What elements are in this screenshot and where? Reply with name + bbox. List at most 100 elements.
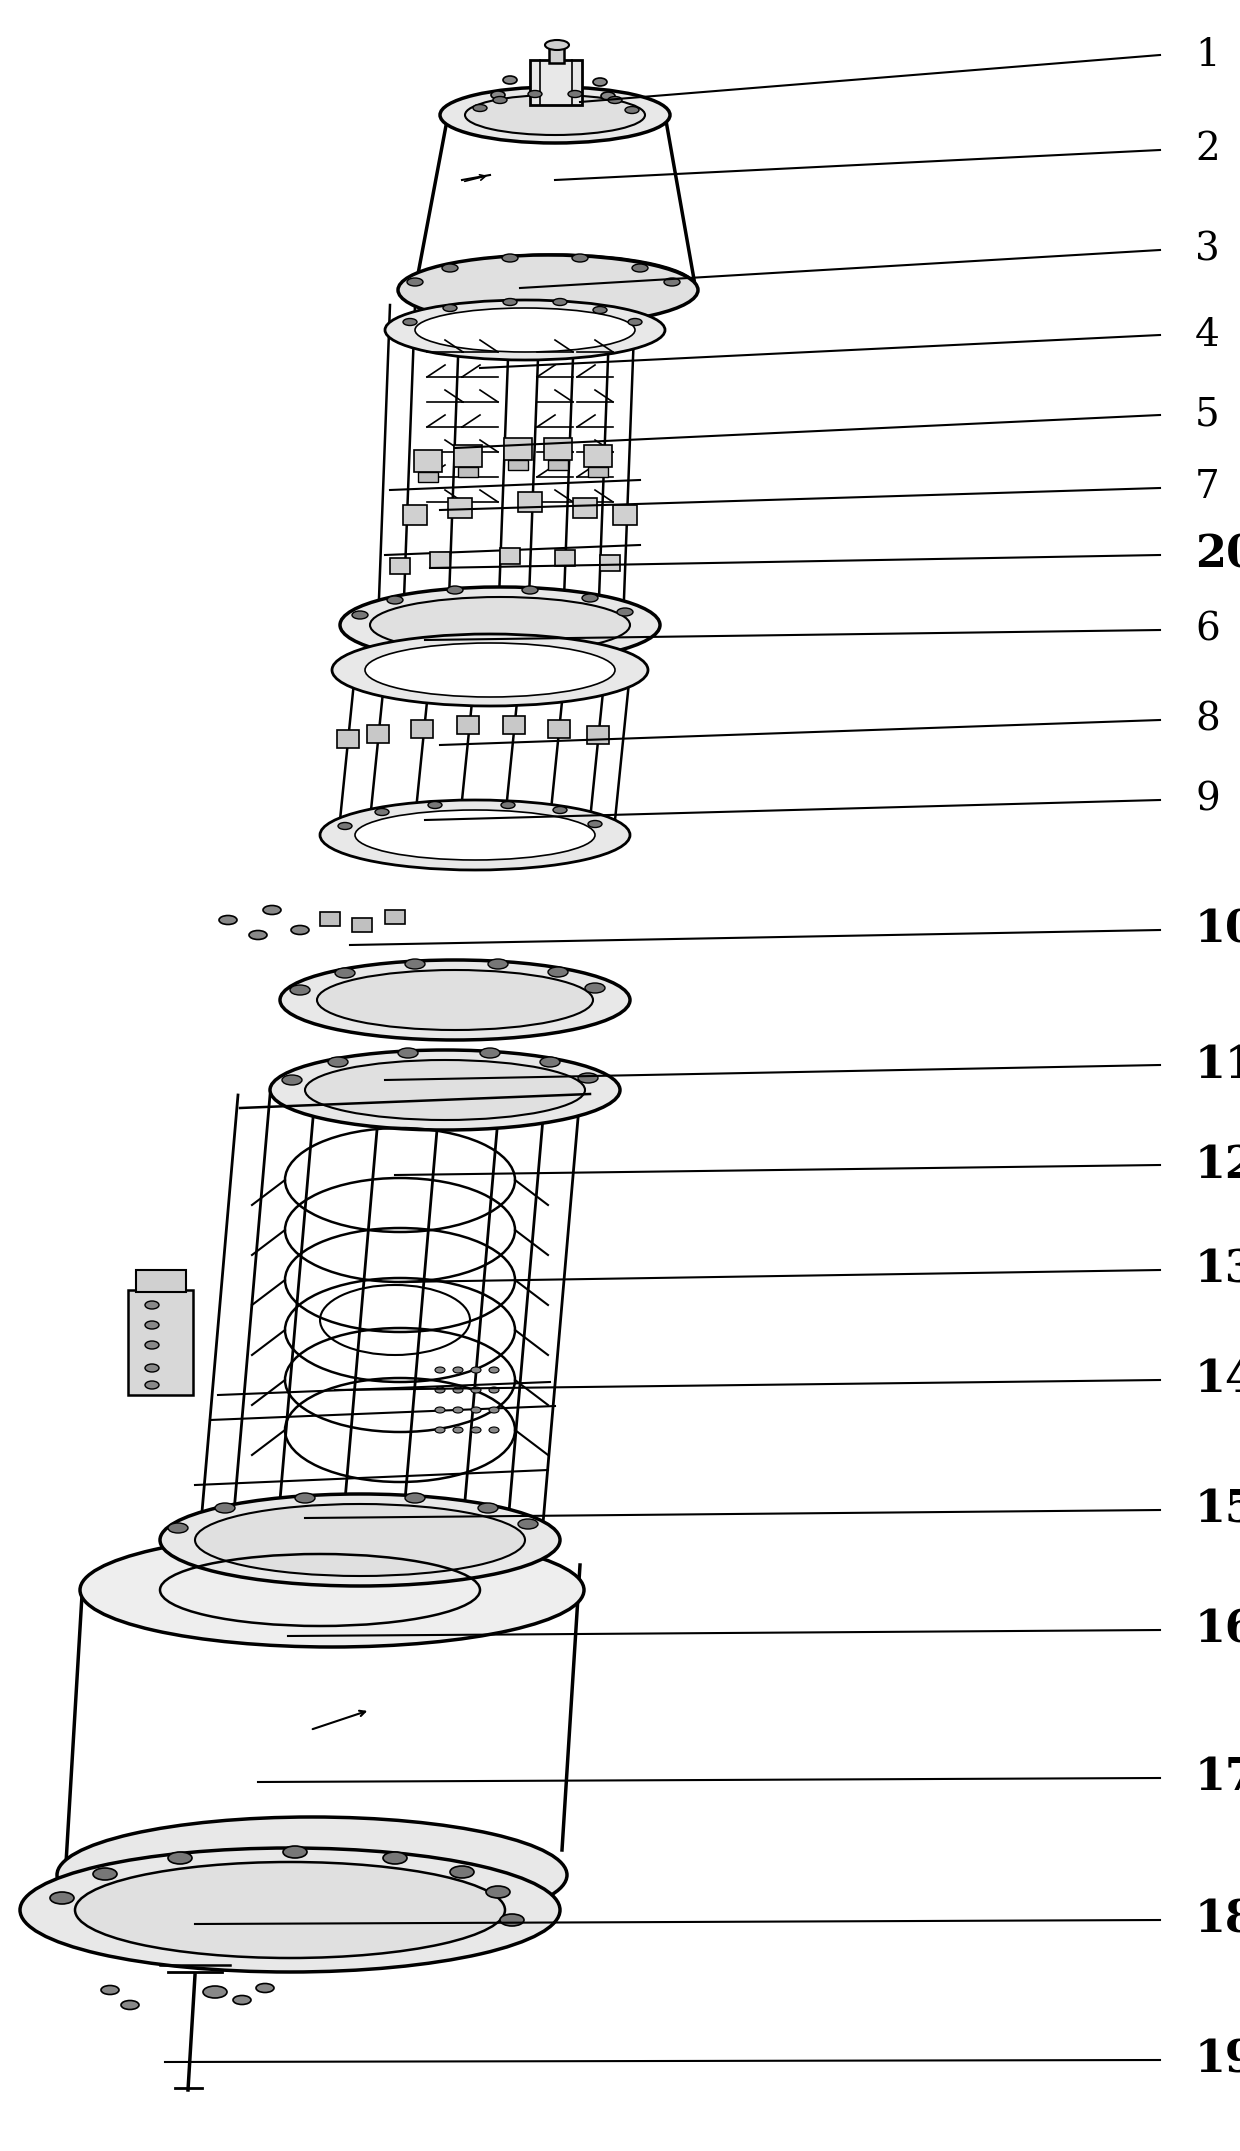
Ellipse shape bbox=[453, 1387, 463, 1394]
Ellipse shape bbox=[608, 97, 622, 103]
Bar bbox=[414, 450, 441, 471]
Ellipse shape bbox=[489, 1426, 498, 1433]
Ellipse shape bbox=[471, 1387, 481, 1394]
Bar bbox=[503, 716, 525, 733]
Ellipse shape bbox=[489, 1387, 498, 1394]
Ellipse shape bbox=[489, 959, 508, 968]
Ellipse shape bbox=[593, 77, 608, 86]
Text: 10: 10 bbox=[1195, 908, 1240, 951]
Ellipse shape bbox=[370, 598, 630, 654]
Ellipse shape bbox=[494, 97, 507, 103]
Ellipse shape bbox=[548, 968, 568, 977]
Ellipse shape bbox=[471, 1407, 481, 1413]
Ellipse shape bbox=[145, 1340, 159, 1349]
Ellipse shape bbox=[428, 802, 441, 809]
Ellipse shape bbox=[339, 822, 352, 830]
Ellipse shape bbox=[453, 1426, 463, 1433]
Ellipse shape bbox=[572, 254, 588, 262]
Ellipse shape bbox=[374, 809, 389, 815]
Ellipse shape bbox=[145, 1364, 159, 1372]
Bar bbox=[430, 553, 450, 568]
Ellipse shape bbox=[365, 643, 615, 697]
Ellipse shape bbox=[405, 1493, 425, 1504]
Text: 5: 5 bbox=[1195, 396, 1220, 435]
Bar bbox=[454, 445, 482, 467]
Text: 14: 14 bbox=[1195, 1359, 1240, 1402]
Ellipse shape bbox=[472, 105, 487, 112]
Ellipse shape bbox=[593, 305, 608, 314]
Ellipse shape bbox=[122, 2000, 139, 2009]
Ellipse shape bbox=[585, 983, 605, 994]
Ellipse shape bbox=[398, 1048, 418, 1058]
Ellipse shape bbox=[477, 1504, 498, 1512]
Ellipse shape bbox=[50, 1893, 74, 1904]
Ellipse shape bbox=[415, 308, 635, 353]
Ellipse shape bbox=[663, 277, 680, 286]
Ellipse shape bbox=[160, 1495, 560, 1585]
Ellipse shape bbox=[270, 1050, 620, 1129]
Ellipse shape bbox=[582, 594, 598, 602]
Text: 6: 6 bbox=[1195, 611, 1220, 647]
Text: 3: 3 bbox=[1195, 232, 1220, 269]
Text: 16: 16 bbox=[1195, 1609, 1240, 1652]
Text: 18: 18 bbox=[1195, 1899, 1240, 1942]
Ellipse shape bbox=[480, 1048, 500, 1058]
Ellipse shape bbox=[453, 1407, 463, 1413]
Ellipse shape bbox=[280, 959, 630, 1039]
Ellipse shape bbox=[317, 970, 593, 1030]
Ellipse shape bbox=[398, 256, 698, 325]
Ellipse shape bbox=[435, 1368, 445, 1372]
Ellipse shape bbox=[57, 1818, 567, 1934]
Text: 20: 20 bbox=[1195, 533, 1240, 576]
Ellipse shape bbox=[500, 1914, 525, 1925]
Bar bbox=[391, 557, 410, 574]
Ellipse shape bbox=[145, 1381, 159, 1390]
Ellipse shape bbox=[503, 75, 517, 84]
Text: 4: 4 bbox=[1195, 316, 1220, 353]
Bar bbox=[587, 727, 609, 744]
Ellipse shape bbox=[219, 916, 237, 925]
Ellipse shape bbox=[471, 1426, 481, 1433]
Bar bbox=[458, 467, 477, 478]
Ellipse shape bbox=[539, 1056, 560, 1067]
Bar bbox=[500, 549, 520, 564]
Ellipse shape bbox=[453, 1368, 463, 1372]
Bar bbox=[549, 45, 564, 62]
Bar bbox=[418, 471, 438, 482]
Ellipse shape bbox=[283, 1846, 308, 1858]
Ellipse shape bbox=[81, 1534, 584, 1648]
Ellipse shape bbox=[145, 1321, 159, 1329]
Ellipse shape bbox=[553, 299, 567, 305]
Bar bbox=[556, 551, 575, 566]
Ellipse shape bbox=[625, 108, 639, 114]
Text: 9: 9 bbox=[1195, 781, 1220, 820]
Bar bbox=[384, 910, 405, 925]
Text: 12: 12 bbox=[1195, 1144, 1240, 1187]
Bar bbox=[573, 499, 596, 518]
Ellipse shape bbox=[352, 611, 368, 619]
Text: 8: 8 bbox=[1195, 701, 1220, 738]
Ellipse shape bbox=[522, 585, 538, 594]
Ellipse shape bbox=[489, 1368, 498, 1372]
Ellipse shape bbox=[145, 1301, 159, 1310]
Ellipse shape bbox=[627, 318, 642, 325]
Ellipse shape bbox=[203, 1985, 227, 1998]
Ellipse shape bbox=[281, 1076, 303, 1084]
Ellipse shape bbox=[255, 1983, 274, 1992]
Ellipse shape bbox=[195, 1504, 525, 1577]
Ellipse shape bbox=[486, 1886, 510, 1897]
Ellipse shape bbox=[435, 1426, 445, 1433]
Text: 19: 19 bbox=[1195, 2039, 1240, 2082]
Ellipse shape bbox=[93, 1867, 117, 1880]
Ellipse shape bbox=[20, 1848, 560, 1972]
Ellipse shape bbox=[446, 585, 463, 594]
Ellipse shape bbox=[407, 277, 423, 286]
Bar bbox=[613, 505, 637, 525]
Ellipse shape bbox=[355, 811, 595, 860]
Bar bbox=[584, 445, 613, 467]
Ellipse shape bbox=[387, 596, 403, 604]
Ellipse shape bbox=[384, 299, 665, 359]
Ellipse shape bbox=[435, 1387, 445, 1394]
Bar bbox=[403, 505, 427, 525]
Bar bbox=[544, 439, 572, 460]
